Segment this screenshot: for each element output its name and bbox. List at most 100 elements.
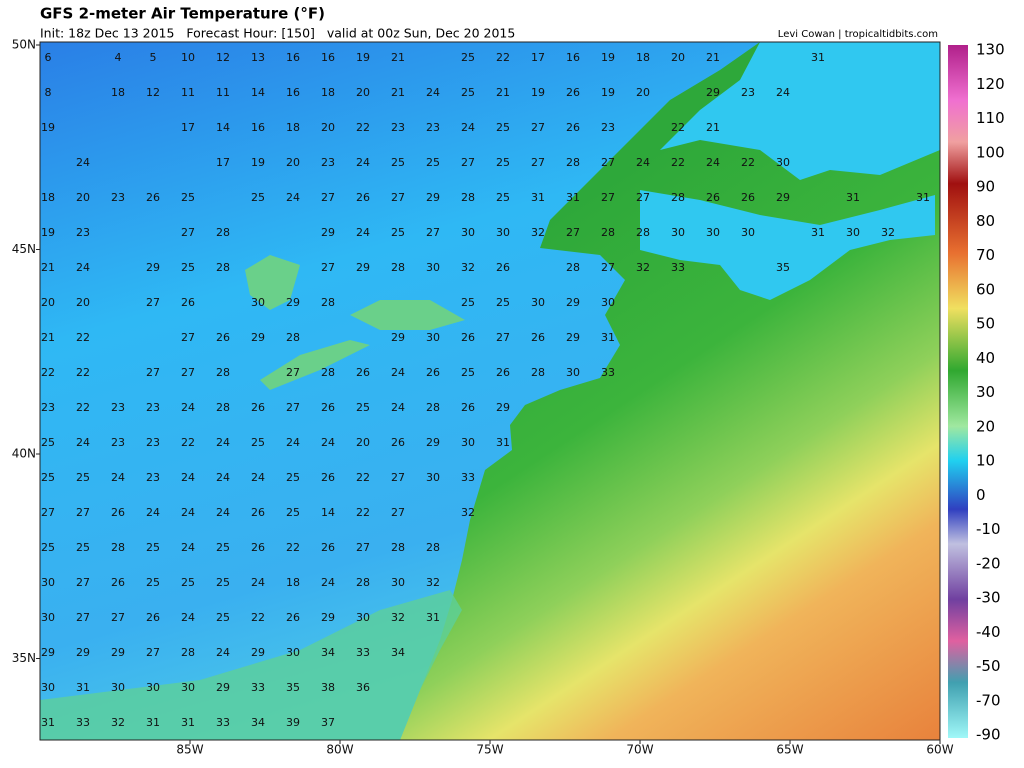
station-value: 26 — [461, 331, 475, 344]
station-value: 26 — [321, 471, 335, 484]
station-value: 18 — [636, 51, 650, 64]
station-value: 32 — [636, 261, 650, 274]
station-value: 32 — [426, 576, 440, 589]
station-value: 17 — [531, 51, 545, 64]
station-value: 26 — [251, 541, 265, 554]
station-value: 29 — [356, 261, 370, 274]
station-value: 25 — [216, 611, 230, 624]
station-value: 22 — [76, 331, 90, 344]
station-value: 29 — [566, 331, 580, 344]
station-value: 26 — [146, 611, 160, 624]
colorbar-label: 0 — [976, 486, 986, 504]
lon-label: 70W — [626, 743, 653, 757]
station-value: 25 — [251, 191, 265, 204]
station-value: 28 — [391, 541, 405, 554]
station-value: 25 — [251, 436, 265, 449]
station-value: 28 — [671, 191, 685, 204]
colorbar-label: -90 — [976, 726, 1001, 744]
credit: Levi Cowan | tropicaltidbits.com — [778, 29, 938, 40]
station-value: 27 — [531, 156, 545, 169]
station-value: 29 — [321, 226, 335, 239]
station-value: 26 — [426, 366, 440, 379]
station-value: 31 — [846, 191, 860, 204]
station-value: 22 — [671, 121, 685, 134]
station-value: 27 — [321, 191, 335, 204]
station-value: 31 — [146, 716, 160, 729]
station-value: 25 — [41, 471, 55, 484]
station-value: 11 — [181, 86, 195, 99]
station-value: 26 — [146, 191, 160, 204]
colorbar-label: -70 — [976, 691, 1001, 709]
station-value: 25 — [461, 86, 475, 99]
station-value: 31 — [566, 191, 580, 204]
station-value: 25 — [41, 436, 55, 449]
subtitle: Init: 18z Dec 13 2015 Forecast Hour: [15… — [40, 26, 515, 41]
station-value: 31 — [811, 226, 825, 239]
station-value: 23 — [601, 121, 615, 134]
lat-label: 35N — [12, 651, 36, 665]
colorbar-label: 30 — [976, 383, 995, 401]
station-value: 29 — [566, 296, 580, 309]
title: GFS 2-meter Air Temperature (°F) — [40, 5, 325, 23]
station-value: 24 — [76, 156, 90, 169]
station-value: 23 — [146, 436, 160, 449]
station-value: 29 — [496, 401, 510, 414]
station-value: 6 — [45, 51, 52, 64]
southern-land — [40, 590, 462, 740]
station-value: 30 — [286, 646, 300, 659]
station-value: 23 — [41, 401, 55, 414]
station-value: 33 — [671, 261, 685, 274]
station-value: 29 — [76, 646, 90, 659]
station-value: 27 — [181, 226, 195, 239]
station-value: 12 — [146, 86, 160, 99]
colorbar-label: 100 — [976, 143, 1005, 161]
station-value: 25 — [461, 51, 475, 64]
station-value: 33 — [461, 471, 475, 484]
station-value: 31 — [181, 716, 195, 729]
station-value: 38 — [321, 681, 335, 694]
lake-huron — [245, 255, 300, 310]
station-value: 24 — [181, 611, 195, 624]
station-value: 24 — [76, 436, 90, 449]
station-value: 17 — [216, 156, 230, 169]
station-value: 25 — [146, 576, 160, 589]
station-value: 28 — [321, 366, 335, 379]
station-value: 39 — [286, 716, 300, 729]
station-value: 4 — [115, 51, 122, 64]
station-value: 23 — [426, 121, 440, 134]
station-value: 26 — [181, 296, 195, 309]
station-value: 23 — [111, 436, 125, 449]
station-value: 26 — [706, 191, 720, 204]
station-value: 22 — [741, 156, 755, 169]
station-value: 27 — [356, 541, 370, 554]
station-value: 27 — [391, 191, 405, 204]
station-value: 25 — [76, 541, 90, 554]
station-value: 24 — [636, 156, 650, 169]
lake-ontario — [350, 300, 465, 330]
station-value: 27 — [76, 611, 90, 624]
station-value: 24 — [181, 401, 195, 414]
station-value: 30 — [706, 226, 720, 239]
station-value: 25 — [496, 121, 510, 134]
station-value: 30 — [41, 576, 55, 589]
station-value: 19 — [356, 51, 370, 64]
station-value: 25 — [391, 156, 405, 169]
nova-scotia — [640, 190, 935, 300]
station-value: 23 — [146, 401, 160, 414]
station-value: 24 — [251, 471, 265, 484]
station-value: 16 — [251, 121, 265, 134]
station-value: 32 — [461, 506, 475, 519]
station-value: 29 — [321, 611, 335, 624]
station-value: 18 — [321, 86, 335, 99]
station-value: 24 — [776, 86, 790, 99]
station-value: 19 — [41, 226, 55, 239]
station-value: 27 — [41, 506, 55, 519]
station-value: 33 — [251, 681, 265, 694]
station-value: 29 — [286, 296, 300, 309]
station-value: 30 — [671, 226, 685, 239]
station-value: 20 — [286, 156, 300, 169]
station-value: 29 — [41, 646, 55, 659]
station-value: 24 — [216, 646, 230, 659]
station-value: 29 — [111, 646, 125, 659]
